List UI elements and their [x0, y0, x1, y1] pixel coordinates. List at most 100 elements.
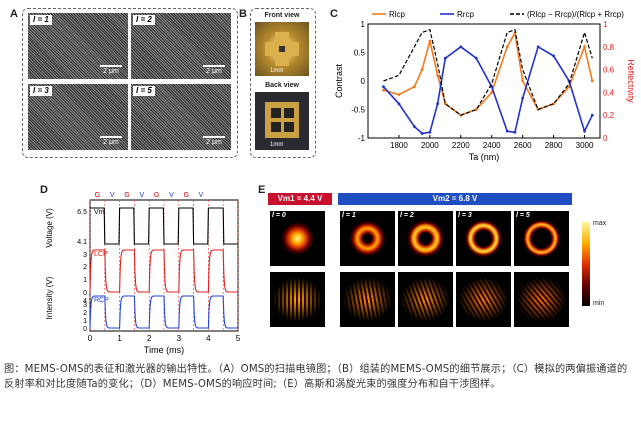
scale-bar: 1mm [270, 68, 284, 74]
vm1-banner: Vm1 = 4.4 V [268, 193, 332, 205]
back-view-photo: 1mm [255, 92, 309, 150]
y-tick-label: 2 [83, 264, 87, 271]
x-tick-label: 2400 [483, 141, 501, 150]
back-view-title: Back view [265, 82, 299, 89]
x-tick-label: 3 [177, 334, 182, 343]
vm2-banner: Vm2 = 6.8 V [338, 193, 572, 205]
panel-c-chart: 1800 2000 2200 2400 2600 2800 3000 -1 -0.5 0 0.5 1 0… [334, 10, 634, 162]
series-line-2 [89, 295, 238, 329]
panel-a-box [22, 8, 238, 158]
y-tick-label: 1 [361, 20, 366, 29]
colorbar [582, 222, 590, 306]
beam-intensity-l1: l = 1 [340, 211, 395, 266]
data-point [382, 88, 385, 92]
y-tick-label: 3 [83, 252, 87, 259]
x-tick-label: 2 [147, 334, 152, 343]
data-point [436, 102, 439, 106]
data-point [428, 39, 432, 43]
y-tick-label: 1 [83, 318, 87, 325]
colorbar-max: max [593, 220, 607, 227]
legend-entry: Vm [94, 209, 105, 216]
y-tick-label: 0 [83, 290, 87, 297]
legend-entry: RCP [94, 297, 109, 304]
data-point [420, 132, 424, 135]
data-point [536, 45, 540, 49]
state-label: V [199, 192, 204, 199]
data-point [382, 85, 385, 89]
series-line-1 [382, 45, 594, 135]
data-point [397, 102, 401, 106]
interference-l1 [340, 272, 395, 327]
panel-b-box [250, 8, 316, 158]
panel-b-label: B [239, 8, 247, 20]
scale-bar: 1mm [270, 142, 284, 148]
x-tick-label: 0 [88, 334, 93, 343]
y-tick-label: 0 [83, 326, 87, 333]
series-line-2 [383, 28, 593, 116]
x-tick-label: 2600 [514, 141, 532, 150]
front-view-title: Front view [264, 12, 300, 19]
data-point [521, 79, 525, 83]
plot-frame [367, 23, 601, 139]
x-axis-label: Time (ms) [144, 345, 184, 355]
y-tick-label: 3 [83, 302, 87, 309]
panel-c-label: C [330, 8, 338, 20]
state-label: V [169, 192, 174, 199]
y-tick-label: 2 [83, 310, 87, 317]
y-tick-label: 4 [83, 298, 87, 305]
x-tick-label: 5 [236, 334, 241, 343]
y2-tick-label: 0.6 [603, 66, 615, 75]
x-tick-label: 1800 [390, 141, 408, 150]
state-label: G [124, 192, 129, 199]
data-point [521, 96, 525, 100]
y2-tick-label: 0.4 [603, 88, 615, 97]
y-tick-label: 0.5 [354, 49, 366, 58]
legend-entry: LCP [94, 251, 108, 258]
y-axis-label-intensity: Intensity (V) [45, 276, 54, 319]
state-label: V [110, 192, 115, 199]
beam-intensity-l3: l = 3 [456, 211, 511, 266]
front-view-photo: 1mm [255, 22, 309, 76]
scale-bar: 2 μm [203, 65, 225, 75]
data-point [567, 85, 571, 89]
y2-tick-label: 1 [603, 20, 608, 29]
panel-a-label: A [10, 8, 18, 20]
tile-l-label: l = 5 [133, 86, 155, 96]
colorbar-min: min [593, 300, 605, 307]
figure-caption: 图：MEMS-OMS的表征和激光器的输出特性。（A）OMS的扫描电镜图；（B）组… [4, 364, 628, 390]
sem-image-l1: l = 1 2 μm [28, 13, 128, 79]
data-point [590, 113, 594, 117]
y-tick-label: -1 [358, 134, 366, 143]
interference-l5 [514, 272, 569, 327]
beam-intensity-l5: l = 5 [514, 211, 569, 266]
data-point [552, 54, 555, 58]
data-point [583, 45, 586, 49]
data-point [474, 56, 478, 60]
sem-image-l5: l = 5 2 μm [131, 84, 231, 150]
data-point [428, 130, 432, 134]
series-line-1 [89, 249, 238, 293]
scale-bar: 2 μm [100, 65, 122, 75]
x-tick-label: 2000 [421, 141, 439, 150]
scale-bar: 2 μm [100, 136, 122, 146]
data-point [413, 125, 416, 128]
interference-l2 [398, 272, 453, 327]
data-point [413, 85, 416, 89]
series-line-0 [90, 207, 238, 245]
state-label: G [154, 192, 159, 199]
data-point [590, 79, 594, 83]
x-tick-label: 1 [117, 334, 122, 343]
tile-l-label: l = 2 [133, 15, 155, 25]
data-point [505, 45, 509, 49]
sem-image-l2: l = 2 2 μm [131, 13, 231, 79]
data-point [397, 93, 401, 97]
tile-l-label: l = 1 [30, 15, 52, 25]
data-point [436, 73, 439, 77]
y-tick-label: -0.5 [351, 106, 365, 115]
data-point [420, 68, 424, 71]
x-tick-label: 2200 [452, 141, 470, 150]
y2-tick-label: 0.2 [603, 111, 615, 120]
y-tick-label: 6.5 [77, 209, 87, 216]
y-tick-label: 1 [83, 277, 87, 284]
